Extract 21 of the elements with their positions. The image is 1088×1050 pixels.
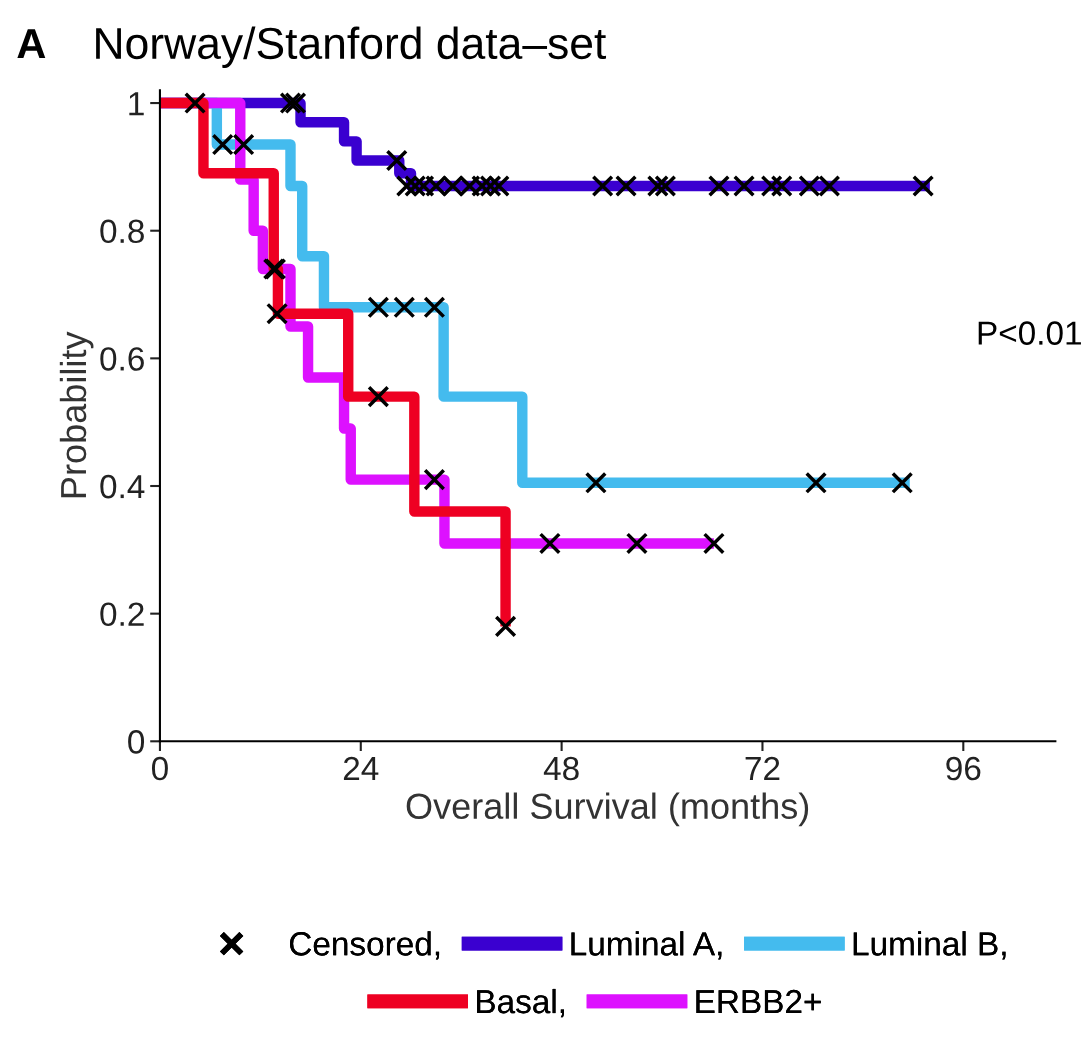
legend-label: Basal, xyxy=(477,988,564,1018)
text: A xyxy=(17,29,46,59)
chart-title: Norway/Stanford data–set xyxy=(96,26,607,68)
legend-label: Censored, xyxy=(289,931,440,960)
x-tick-label: 96 xyxy=(946,756,981,781)
y-tick-label: 0.2 xyxy=(100,602,144,627)
legend-label: Luminal A, xyxy=(571,931,722,960)
annotation: P<0.01 xyxy=(978,321,1081,345)
y-tick-label: 1 xyxy=(129,92,144,116)
x-tick-label: 0 xyxy=(151,756,168,781)
y-tick-label: 0.4 xyxy=(100,474,145,499)
x-tick-label: 48 xyxy=(543,756,579,781)
y-tick-label: 0.6 xyxy=(100,347,144,371)
y-tick-label: 0 xyxy=(128,730,145,754)
y-axis-title: Probability xyxy=(59,331,94,498)
x-tick-label: 72 xyxy=(745,756,780,781)
legend-label: ERBB2+ xyxy=(696,989,821,1014)
x-axis-title: Overall Survival (months) xyxy=(406,792,809,827)
y-tick-label: 0.8 xyxy=(100,219,144,244)
x-tick-label: 24 xyxy=(343,756,379,781)
legend-label: Luminal B, xyxy=(853,931,1006,960)
